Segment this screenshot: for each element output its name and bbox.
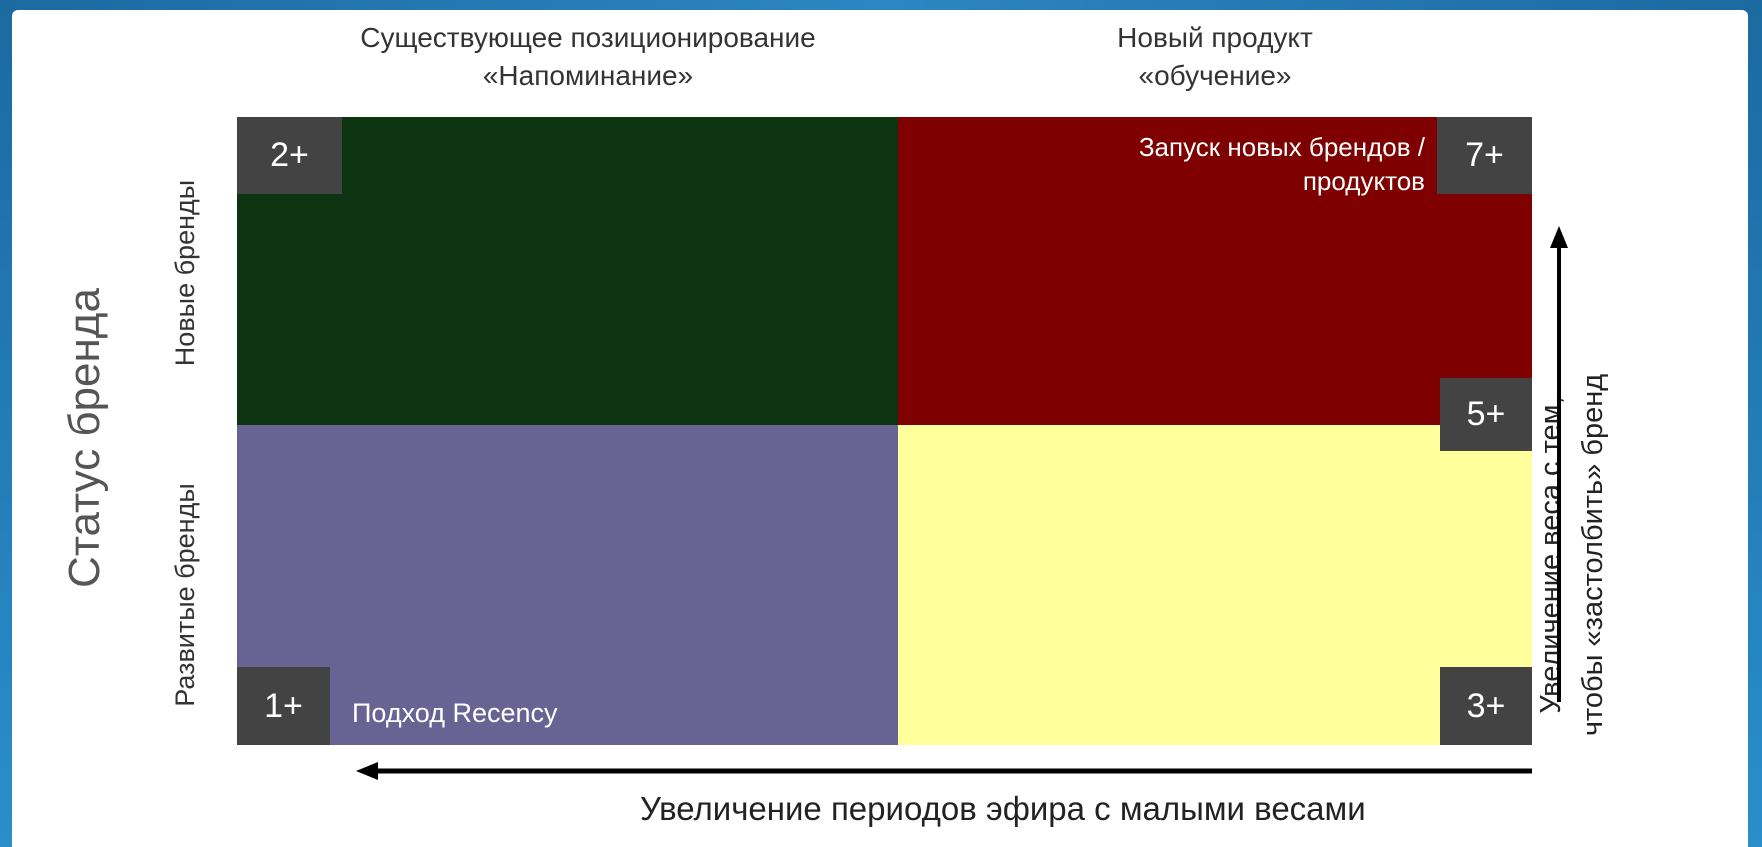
badge-top-left: 2+ (237, 117, 342, 194)
horizontal-left-arrow (356, 762, 1532, 780)
quadrant-top-left (237, 117, 898, 425)
launch-note-line2: продуктов (1302, 166, 1425, 196)
recency-approach-note: Подход Recency (352, 698, 558, 728)
badge-bottom-right: 3+ (1440, 667, 1532, 745)
header-new-line1: Новый продукт (1117, 22, 1313, 53)
header-existing-line1: Существующее позиционирование (360, 22, 816, 53)
slide-frame-top (0, 0, 1762, 12)
slide-frame-right (1748, 0, 1762, 847)
quadrant-bottom-right (898, 425, 1532, 745)
launch-note-line1: Запуск новых брендов / (1138, 132, 1425, 162)
header-new-product: Новый продукт «обучение» (985, 19, 1445, 95)
badge-top-right: 7+ (1437, 117, 1532, 194)
launch-new-brands-note: Запуск новых брендов / продуктов (1000, 130, 1425, 198)
badge-bottom-left: 1+ (237, 667, 330, 745)
airtime-increase-axis-label: Увеличение периодов эфира с малыми весам… (640, 790, 1366, 827)
header-existing-line2: «Напоминание» (482, 60, 694, 91)
header-existing-positioning: Существующее позиционирование «Напоминан… (268, 19, 908, 95)
slide-frame-left (0, 0, 14, 847)
vertical-up-arrow (1550, 226, 1568, 702)
header-new-line2: «обучение» (1138, 60, 1292, 91)
quadrant-top-right (898, 117, 1532, 425)
quadrant-bottom-left (237, 425, 898, 745)
badge-mid-right: 5+ (1440, 378, 1532, 451)
